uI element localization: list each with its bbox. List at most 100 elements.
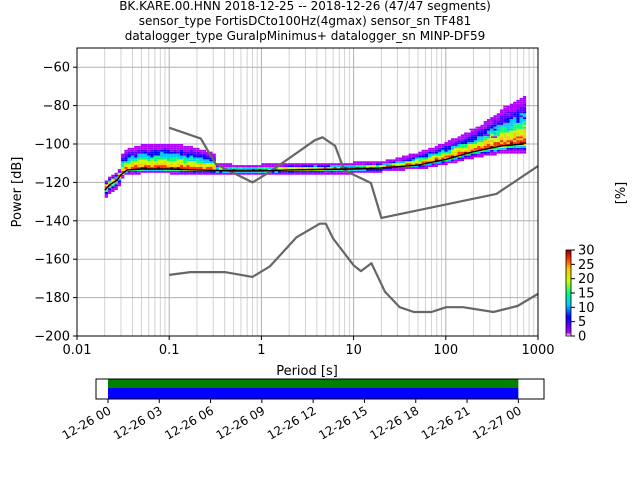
heatmap-cell <box>245 167 249 169</box>
time-tick-label: 12-26 21 <box>419 403 473 442</box>
heatmap-cell <box>473 155 478 158</box>
heatmap-cell <box>503 119 507 121</box>
heatmap-cell <box>503 130 507 133</box>
heatmap-cell <box>346 168 350 171</box>
heatmap-cell <box>470 132 474 135</box>
heatmap-cell <box>209 159 213 162</box>
heatmap-cell <box>166 170 171 173</box>
heatmap-cell <box>143 151 148 154</box>
title-line-3: datalogger_type GuralpMinimus+ datalogge… <box>125 29 486 43</box>
heatmap-cell <box>264 170 269 173</box>
heatmap-cell <box>490 138 494 141</box>
heatmap-cell <box>196 155 200 158</box>
heatmap-cell <box>464 157 468 160</box>
heatmap-cell <box>160 170 164 173</box>
heatmap-cell <box>477 128 481 131</box>
heatmap-cell <box>199 172 203 175</box>
heatmap-cell <box>130 159 135 162</box>
heatmap-cell <box>480 124 484 127</box>
heatmap-cell <box>199 167 203 169</box>
heatmap-cell <box>274 163 278 166</box>
heatmap-cell <box>346 163 350 166</box>
heatmap-cell <box>372 170 376 173</box>
heatmap-cell <box>157 144 161 146</box>
heatmap-cell <box>137 147 141 150</box>
heatmap-cell <box>457 144 461 146</box>
heatmap-cell <box>362 170 367 173</box>
heatmap-cell <box>500 113 504 116</box>
heatmap-cell <box>506 119 510 121</box>
heatmap-cell <box>127 167 131 169</box>
y-tick-label: −60 <box>43 61 70 76</box>
y-tick-label: −160 <box>34 253 70 268</box>
heatmap-cell <box>496 122 501 125</box>
heatmap-cell <box>300 170 305 173</box>
heatmap-cell <box>274 172 278 175</box>
heatmap-cell <box>467 153 471 156</box>
heatmap-cell <box>183 155 187 158</box>
heatmap-cell <box>170 145 174 148</box>
heatmap-cell <box>451 157 455 160</box>
heatmap-cell <box>516 119 520 121</box>
heatmap-cell <box>196 170 200 173</box>
heatmap-cell <box>281 163 285 166</box>
heatmap-cell <box>336 172 340 175</box>
heatmap-cell <box>506 142 510 144</box>
heatmap-cell <box>366 163 370 166</box>
heatmap-cell <box>336 170 340 173</box>
heatmap-cell <box>460 134 465 137</box>
heatmap-cell <box>189 145 193 148</box>
heatmap-cell <box>490 142 494 144</box>
heatmap-cell <box>415 163 419 166</box>
heatmap-cell <box>326 163 331 166</box>
heatmap-cell <box>491 136 498 138</box>
heatmap-cell <box>379 161 383 164</box>
heatmap-cell <box>179 144 184 146</box>
x-tick-label: 100 <box>433 343 458 358</box>
heatmap-cell <box>153 151 158 154</box>
heatmap-cell <box>163 145 167 148</box>
heatmap-cell <box>522 130 527 133</box>
heatmap-cell <box>143 167 148 169</box>
heatmap-cell <box>522 99 527 102</box>
heatmap-cell <box>519 117 523 120</box>
heatmap-cell <box>124 155 128 158</box>
heatmap-cell <box>379 165 383 168</box>
heatmap-cell <box>183 145 187 148</box>
heatmap-cell <box>493 126 497 129</box>
heatmap-cell <box>147 165 151 168</box>
x-axis: 0.01 0.1 1 10 100 1000 <box>63 336 555 358</box>
heatmap-cell <box>261 170 265 173</box>
time-tick-label: 12-26 00 <box>60 403 114 442</box>
heatmap-cell <box>241 167 246 169</box>
heatmap-cell <box>209 151 213 154</box>
heatmap-cell <box>277 170 282 173</box>
heatmap-cell <box>522 120 527 123</box>
heatmap-cell <box>366 165 370 168</box>
heatmap-cell <box>300 165 305 168</box>
heatmap-cell <box>408 153 412 156</box>
heatmap-cell <box>320 170 324 173</box>
heatmap-cell <box>166 153 171 156</box>
heatmap-cell <box>163 155 167 158</box>
heatmap-cell <box>392 161 396 164</box>
heatmap-cell <box>444 159 448 162</box>
heatmap-cell <box>464 145 468 148</box>
heatmap-cell <box>222 170 226 173</box>
heatmap-cell <box>457 140 461 143</box>
heatmap-cell <box>418 165 422 168</box>
heatmap-cell <box>467 149 471 152</box>
heatmap-cell <box>359 163 363 166</box>
heatmap-cell <box>134 165 138 168</box>
heatmap-cell <box>470 153 474 156</box>
heatmap-cell <box>215 170 220 173</box>
heatmap-cell <box>437 161 442 164</box>
heatmap-cell <box>509 107 514 110</box>
heatmap-cell <box>444 163 448 166</box>
heatmap-cell <box>506 124 510 127</box>
heatmap-cell <box>477 130 481 133</box>
heatmap-cell <box>516 132 520 135</box>
heatmap-cell <box>513 145 517 148</box>
heatmap-cell <box>215 167 220 169</box>
heatmap-cell <box>513 140 517 143</box>
